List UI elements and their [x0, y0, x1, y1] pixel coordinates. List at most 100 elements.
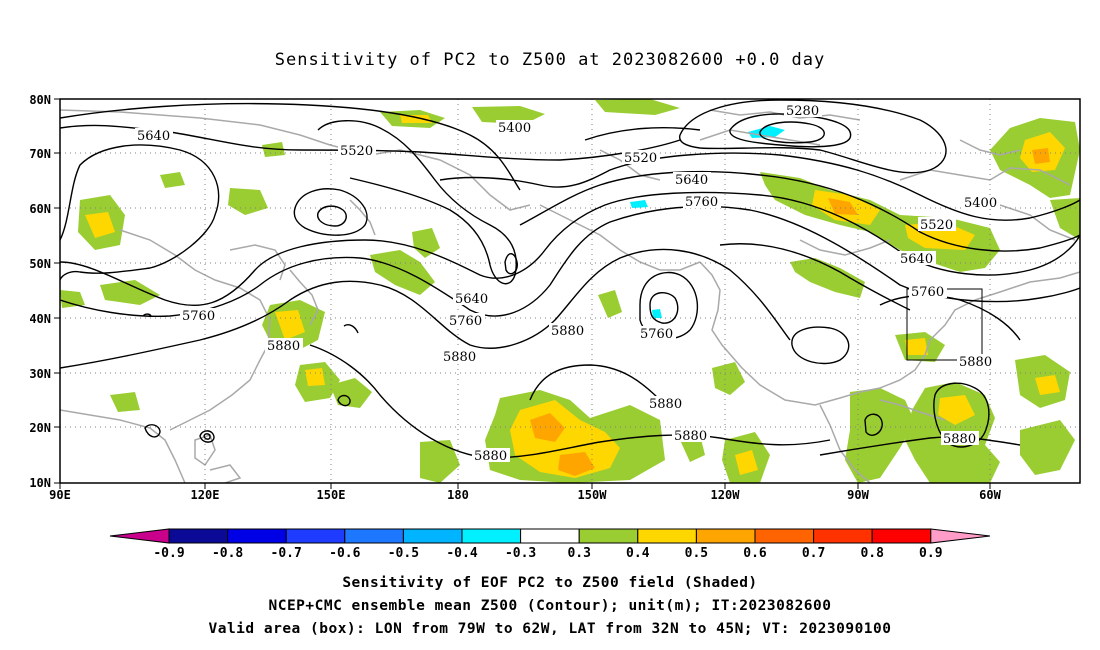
contour-line: [719, 243, 911, 311]
colorbar-label: 0.9: [919, 546, 942, 561]
shade-region: [905, 338, 928, 355]
shade-region: [595, 99, 680, 115]
map-title: Sensitivity of PC2 to Z500 at 2023082600…: [274, 50, 826, 70]
lon-label: 180: [447, 488, 469, 502]
coastline: [879, 399, 946, 421]
coastline: [229, 244, 286, 281]
contour-label: 5400: [498, 121, 531, 136]
lon-label: 150E: [317, 488, 346, 502]
shade-region: [60, 290, 85, 308]
contour-label: 5520: [624, 151, 657, 166]
contour-line: [529, 364, 661, 401]
contour-line: [584, 127, 701, 141]
z500-contours: [60, 99, 1080, 459]
contour-label: 5880: [674, 429, 707, 444]
coastline: [169, 359, 261, 431]
contour-label: 5760: [449, 314, 482, 329]
contour-label: 5280: [786, 104, 819, 119]
colorbar-label: 0.7: [802, 546, 825, 561]
shade-region: [85, 212, 115, 238]
contour-line: [317, 120, 517, 285]
latitude-labels: 80N 70N 60N 50N 40N 30N 20N 10N: [29, 93, 51, 490]
colorbar-swatch: [695, 528, 756, 544]
contour-label: 5760: [911, 285, 944, 300]
coastline: [289, 269, 319, 326]
contour-line: [504, 253, 518, 275]
colorbar-label: 0.5: [685, 546, 708, 561]
colorbar-swatch: [402, 528, 463, 544]
colorbar-label: -0.7: [271, 546, 302, 561]
shade-region: [472, 106, 545, 124]
contour-line: [439, 152, 1080, 221]
coastline: [349, 199, 376, 236]
contour-line: [199, 430, 215, 443]
shade-region: [1035, 375, 1060, 395]
contour-line: [649, 292, 679, 324]
shade-region: [160, 172, 185, 188]
lat-label: 30N: [29, 367, 51, 381]
lon-label: 90E: [49, 488, 71, 502]
contour-line: [309, 344, 831, 459]
shade-region: [712, 362, 745, 395]
colorbar-swatch: [871, 528, 932, 544]
shade-region: [790, 258, 865, 298]
shade-region: [275, 310, 305, 340]
colorbar-swatch: [461, 528, 522, 544]
contour-label: 5880: [959, 355, 992, 370]
contour-line: [879, 294, 1021, 341]
colorbar-swatch: [520, 528, 580, 544]
colorbar-label: 0.4: [626, 546, 650, 561]
colorbar-label: -0.5: [388, 546, 419, 561]
contour-line: [791, 326, 850, 365]
shade-region: [938, 395, 975, 425]
colorbar-label: -0.6: [329, 546, 360, 561]
coastline: [539, 204, 701, 271]
colorbar-labels: -0.9 -0.8 -0.7 -0.6 -0.5 -0.4 -0.3 0.3 0…: [153, 546, 942, 561]
coastline: [119, 229, 271, 361]
contour-line: [337, 394, 351, 407]
shade-region: [305, 368, 325, 386]
colorbar-label: -0.3: [505, 546, 536, 561]
contour-line: [519, 170, 1080, 252]
contour-label: 5640: [455, 292, 488, 307]
lat-label: 50N: [29, 257, 51, 271]
colorbar-label: -0.4: [446, 546, 477, 561]
shade-region: [735, 450, 758, 475]
lat-label: 10N: [29, 476, 51, 490]
shade-region: [530, 413, 565, 442]
contour-label: 5520: [340, 144, 373, 159]
shade-region: [330, 378, 372, 408]
shade-region: [760, 172, 1000, 272]
lat-label: 40N: [29, 312, 51, 326]
contour-label: 5640: [137, 129, 170, 144]
colorbar-swatch: [578, 528, 639, 544]
shade-region: [1020, 420, 1075, 475]
colorbar-swatch: [285, 528, 346, 544]
colorbar-swatch: [754, 528, 815, 544]
shade-region: [370, 250, 435, 295]
contour-label: 5760: [640, 327, 673, 342]
shade-region: [630, 200, 648, 208]
lon-label: 120E: [191, 488, 220, 502]
colorbar-label: -0.8: [212, 546, 243, 561]
shade-region: [1050, 198, 1080, 240]
contour-line: [343, 324, 359, 334]
contour-label: 5880: [443, 350, 476, 365]
contour-label: 5640: [900, 252, 933, 267]
shade-region: [420, 440, 460, 483]
shade-region: [228, 188, 268, 215]
caption-line-2: NCEP+CMC ensemble mean Z500 (Contour); u…: [268, 598, 832, 614]
contour-label: 5880: [474, 449, 507, 464]
contour-line: [819, 436, 1021, 456]
lat-label: 70N: [29, 147, 51, 161]
contour-label: 5880: [267, 339, 300, 354]
caption-line-1: Sensitivity of EOF PC2 to Z500 field (Sh…: [342, 575, 758, 591]
colorbar-left-tip: [109, 528, 170, 544]
colorbar: [109, 528, 991, 544]
shade-region: [598, 290, 622, 318]
shade-region: [100, 280, 160, 305]
axis-ticks: [54, 98, 991, 489]
lat-label: 80N: [29, 93, 51, 107]
contour-label: 5880: [943, 432, 976, 447]
